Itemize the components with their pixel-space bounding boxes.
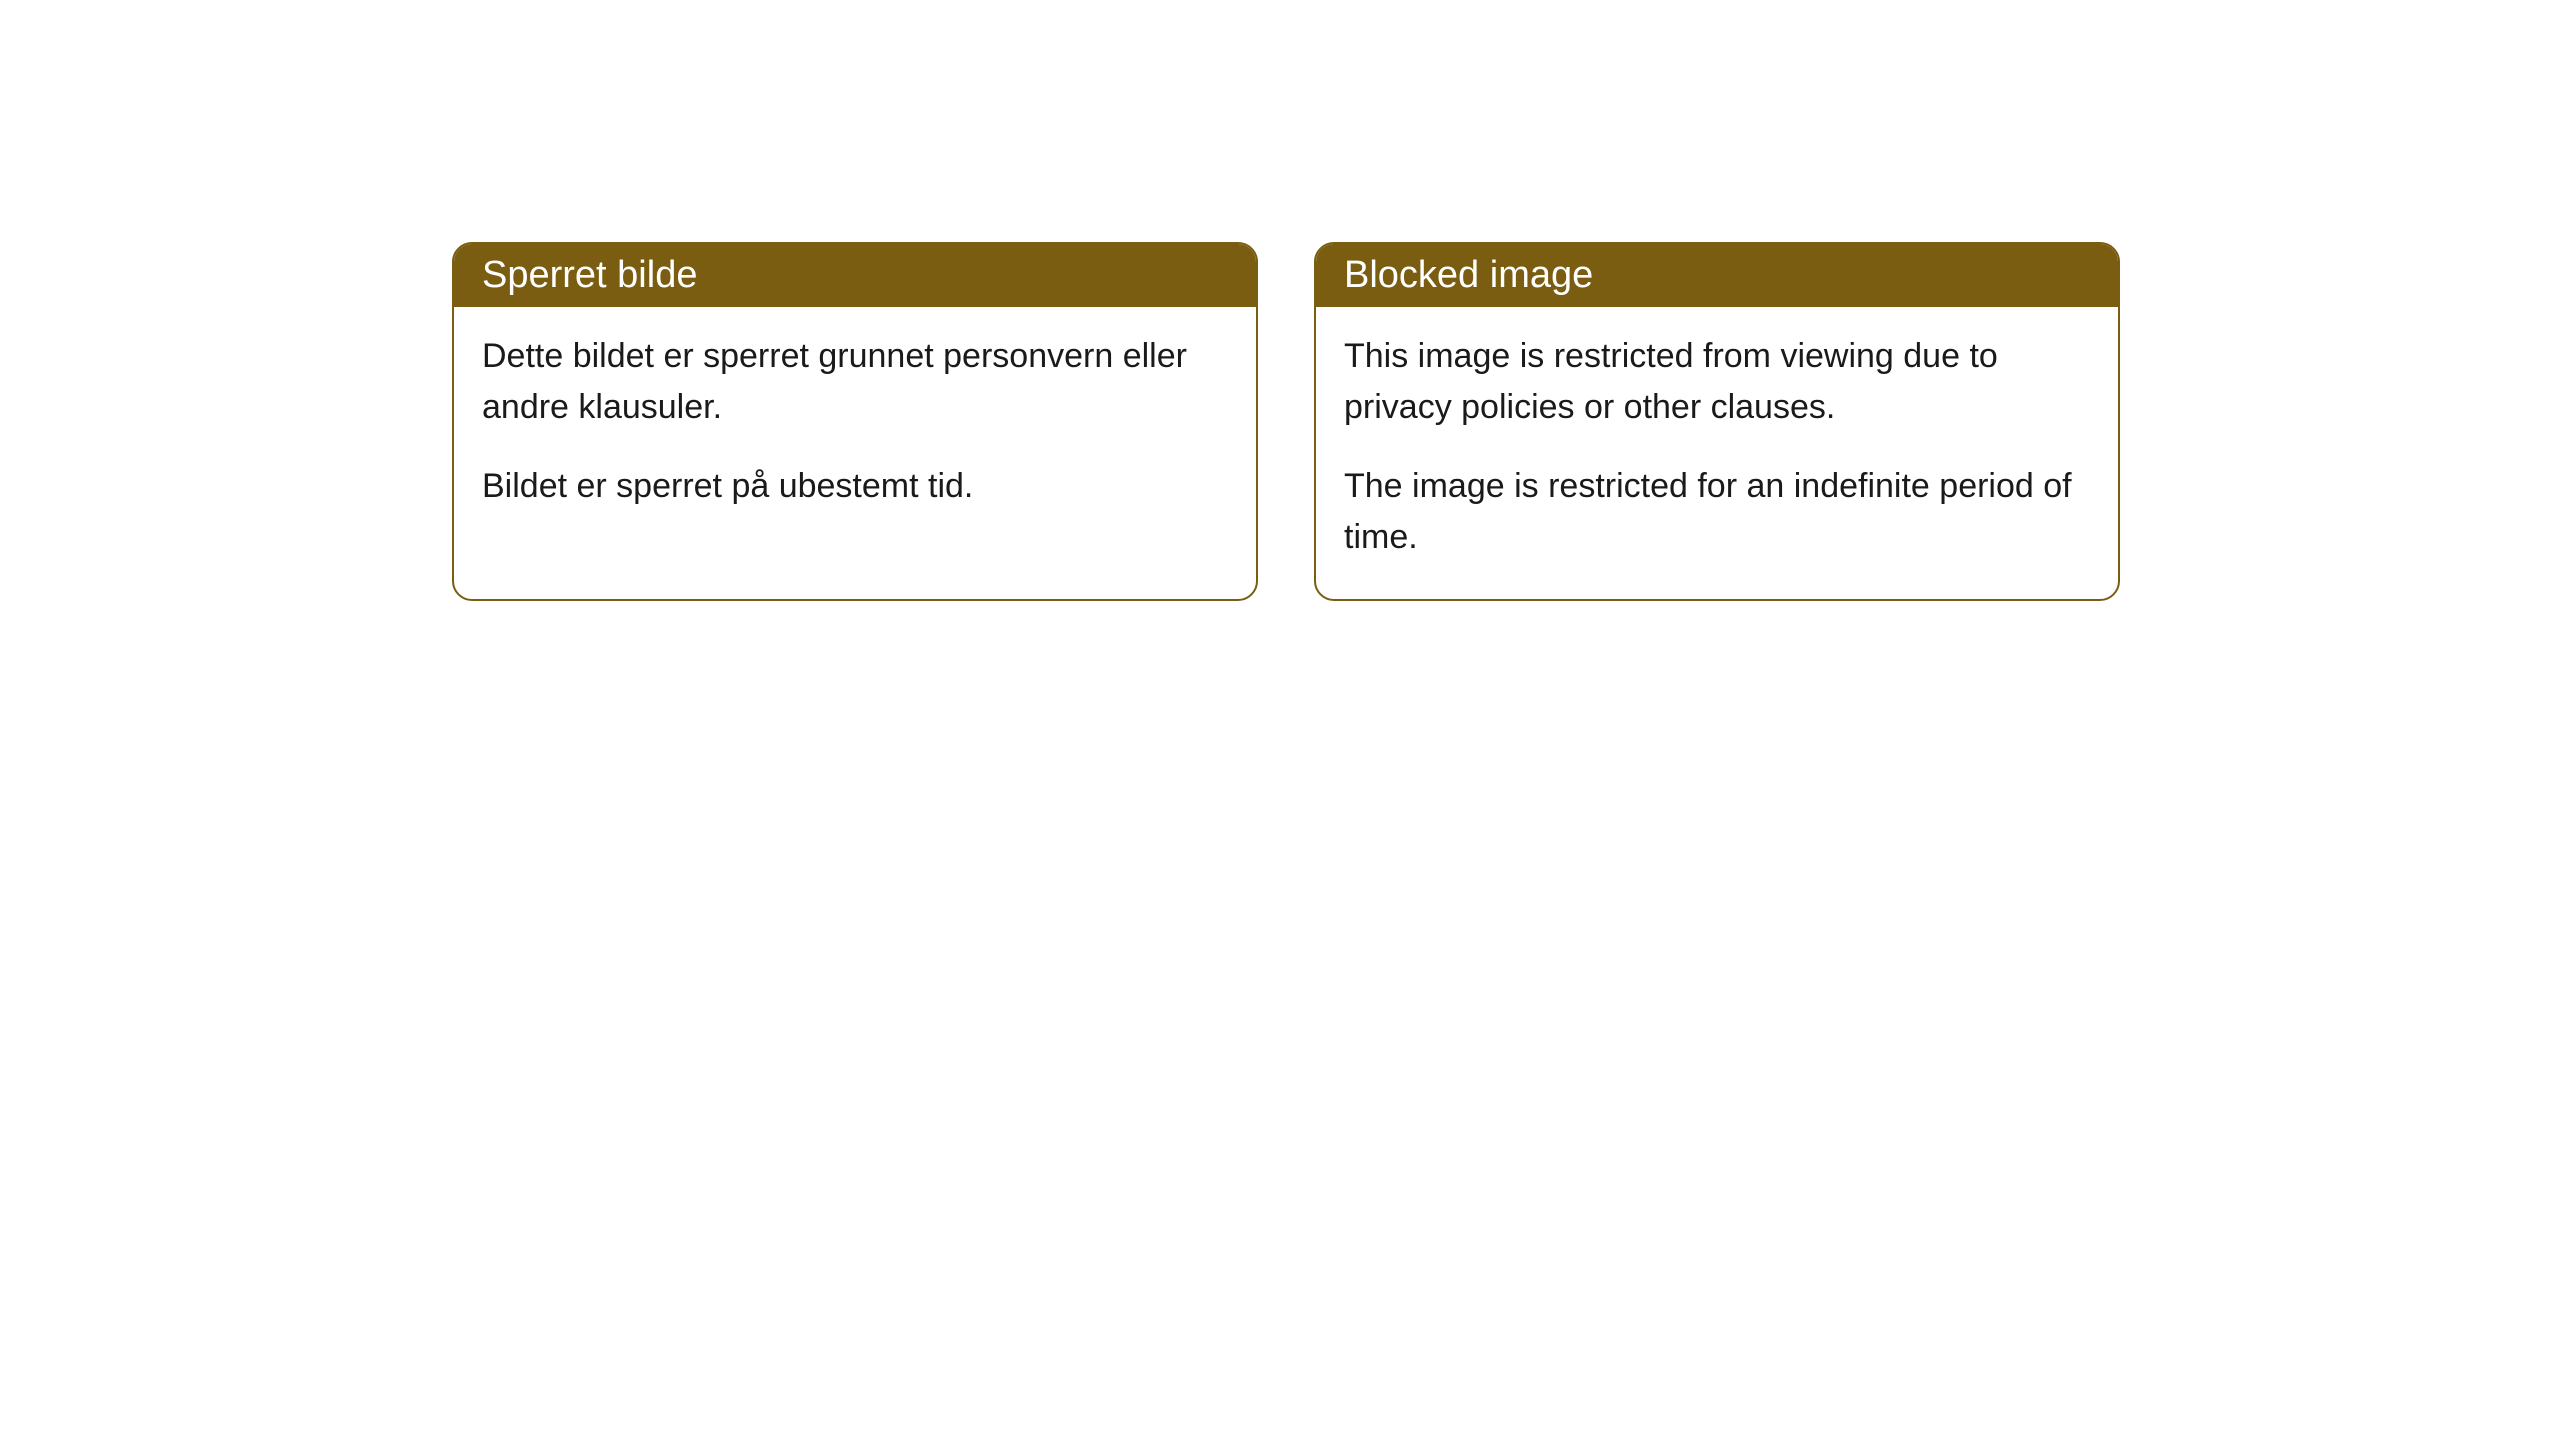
card-paragraph-1: This image is restricted from viewing du… bbox=[1344, 331, 2090, 433]
card-body-english: This image is restricted from viewing du… bbox=[1316, 307, 2118, 599]
card-paragraph-2: Bildet er sperret på ubestemt tid. bbox=[482, 461, 1228, 512]
card-paragraph-1: Dette bildet er sperret grunnet personve… bbox=[482, 331, 1228, 433]
card-body-norwegian: Dette bildet er sperret grunnet personve… bbox=[454, 307, 1256, 548]
notice-card-norwegian: Sperret bilde Dette bildet er sperret gr… bbox=[452, 242, 1258, 601]
notice-cards-container: Sperret bilde Dette bildet er sperret gr… bbox=[452, 242, 2120, 601]
card-paragraph-2: The image is restricted for an indefinit… bbox=[1344, 461, 2090, 563]
card-title: Sperret bilde bbox=[482, 254, 697, 296]
notice-card-english: Blocked image This image is restricted f… bbox=[1314, 242, 2120, 601]
card-header-norwegian: Sperret bilde bbox=[454, 244, 1256, 307]
card-title: Blocked image bbox=[1344, 254, 1593, 296]
card-header-english: Blocked image bbox=[1316, 244, 2118, 307]
